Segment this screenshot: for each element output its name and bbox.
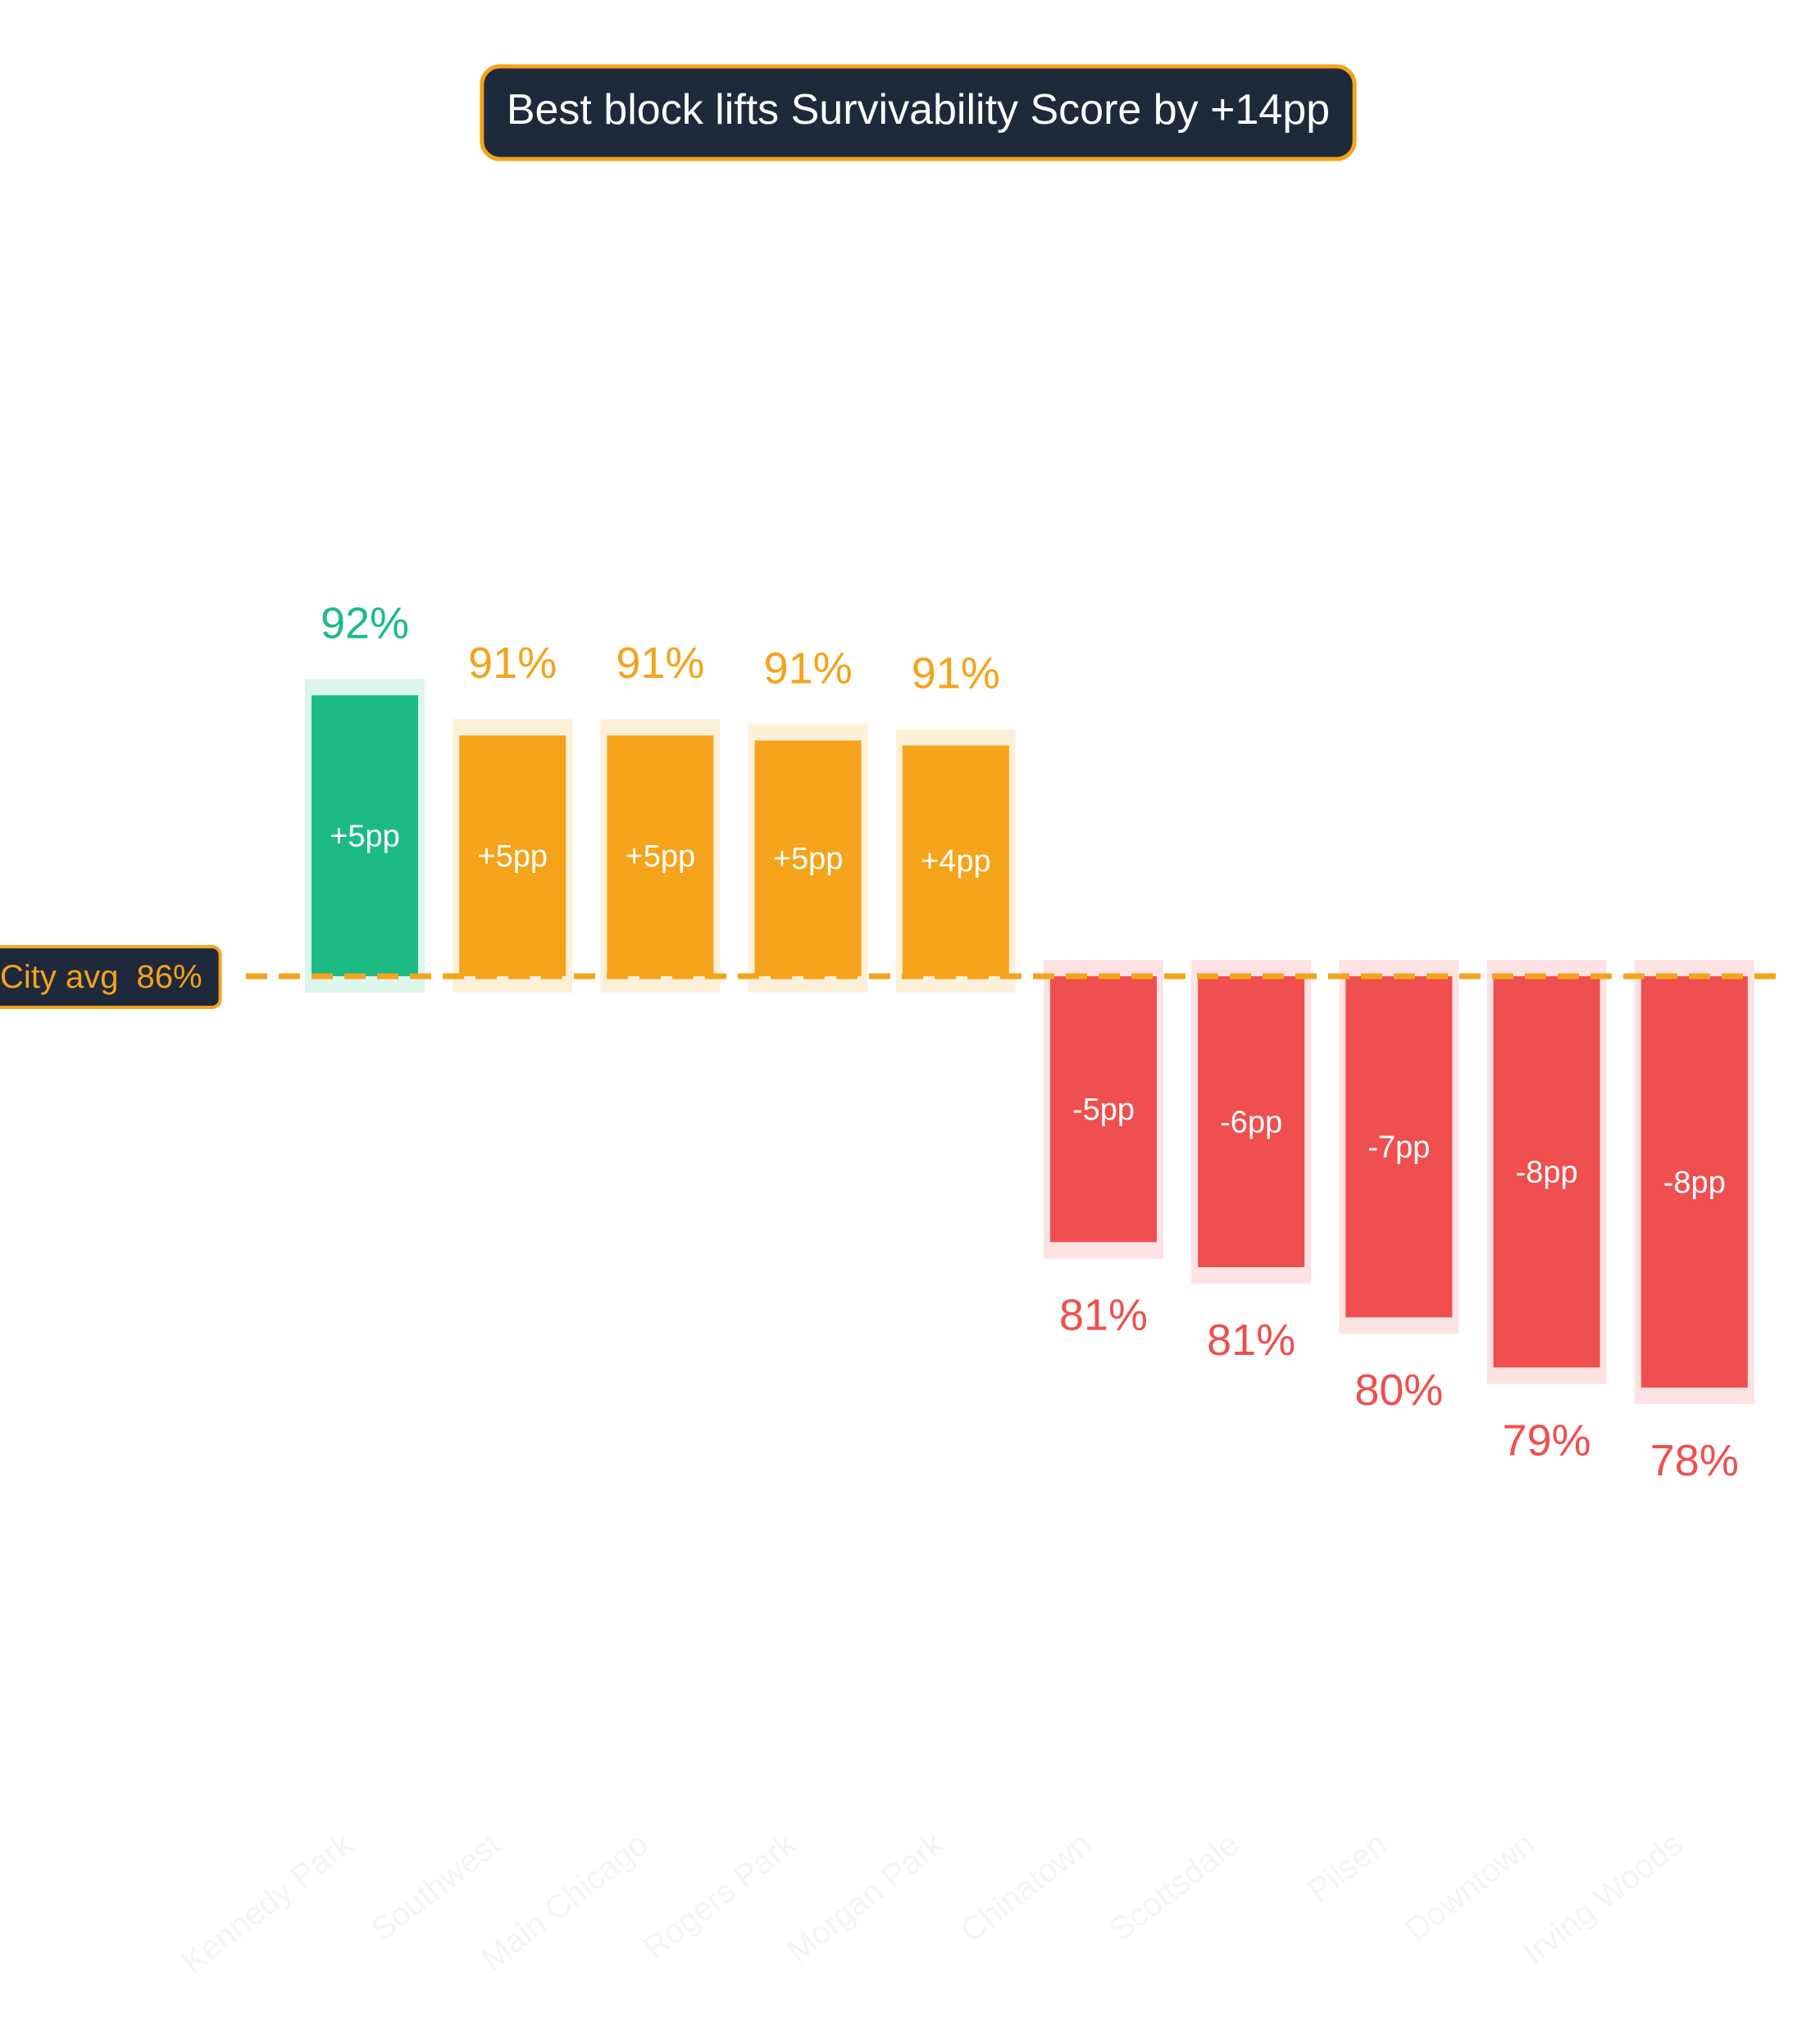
title-group: Best block lifts Survivability Score by … — [480, 64, 1357, 161]
baseline-label: City avg 86% — [0, 959, 202, 995]
delta-label: +5pp — [330, 820, 400, 854]
bar — [1493, 976, 1600, 1368]
delta-label: -8pp — [1663, 1166, 1726, 1200]
bar — [1640, 976, 1748, 1388]
delta-label: -6pp — [1220, 1105, 1282, 1139]
x-tick-label: Downtown — [1399, 1825, 1541, 1948]
value-label: 81% — [1207, 1316, 1295, 1365]
bar — [312, 695, 418, 976]
delta-label: -7pp — [1367, 1130, 1430, 1165]
baseline-group: City avg 86% — [0, 945, 1779, 1009]
baseline-value: 86% — [137, 959, 202, 995]
value-labels: 92% 91% 91% 91% 91% 81% 81% 80% 79% 78% — [321, 598, 1739, 1485]
x-tick-label: Kennedy Park — [175, 1825, 360, 1981]
delta-label: +5pp — [477, 839, 548, 874]
value-label: 91% — [616, 639, 704, 688]
x-tick-label: Morgan Park — [780, 1825, 951, 1970]
delta-label: -8pp — [1516, 1156, 1578, 1190]
value-label: 80% — [1354, 1366, 1443, 1415]
bar — [607, 735, 714, 976]
bar — [1198, 976, 1305, 1267]
baseline-label-text: City avg — [0, 959, 119, 995]
bar — [902, 745, 1009, 976]
delta-label: +4pp — [921, 844, 991, 879]
value-label: 78% — [1650, 1436, 1739, 1485]
x-tick-label: Southwest — [364, 1825, 507, 1948]
title-box — [480, 64, 1357, 161]
bar — [1345, 976, 1453, 1318]
value-label: 92% — [321, 598, 409, 648]
value-label: 79% — [1503, 1416, 1591, 1465]
delta-labels: +5pp +5pp +5pp +5pp +4pp -5pp -6pp -7pp -8pp -8pp — [330, 820, 1726, 1200]
value-label: 91% — [468, 639, 557, 688]
bar — [754, 740, 862, 976]
bars — [312, 695, 1748, 1388]
x-tick-label: Irving Woods — [1517, 1825, 1689, 1971]
baseline-label-box — [0, 945, 222, 1009]
value-label: 91% — [912, 648, 1000, 698]
chart-title: Best block lifts Survivability Score by … — [507, 86, 1330, 134]
x-tick-label: Pilsen — [1301, 1825, 1394, 1909]
x-tick-label: Rogers Park — [637, 1825, 803, 1966]
bar — [1050, 976, 1157, 1243]
value-label: 91% — [764, 643, 853, 693]
bar — [459, 735, 566, 976]
x-tick-label: Scottsdale — [1103, 1825, 1245, 1948]
value-label: 81% — [1059, 1290, 1148, 1339]
delta-label: -5pp — [1072, 1093, 1135, 1127]
x-tick-label: Chinatown — [954, 1825, 1099, 1949]
delta-label: +5pp — [773, 842, 844, 876]
delta-label: +5pp — [626, 839, 696, 874]
